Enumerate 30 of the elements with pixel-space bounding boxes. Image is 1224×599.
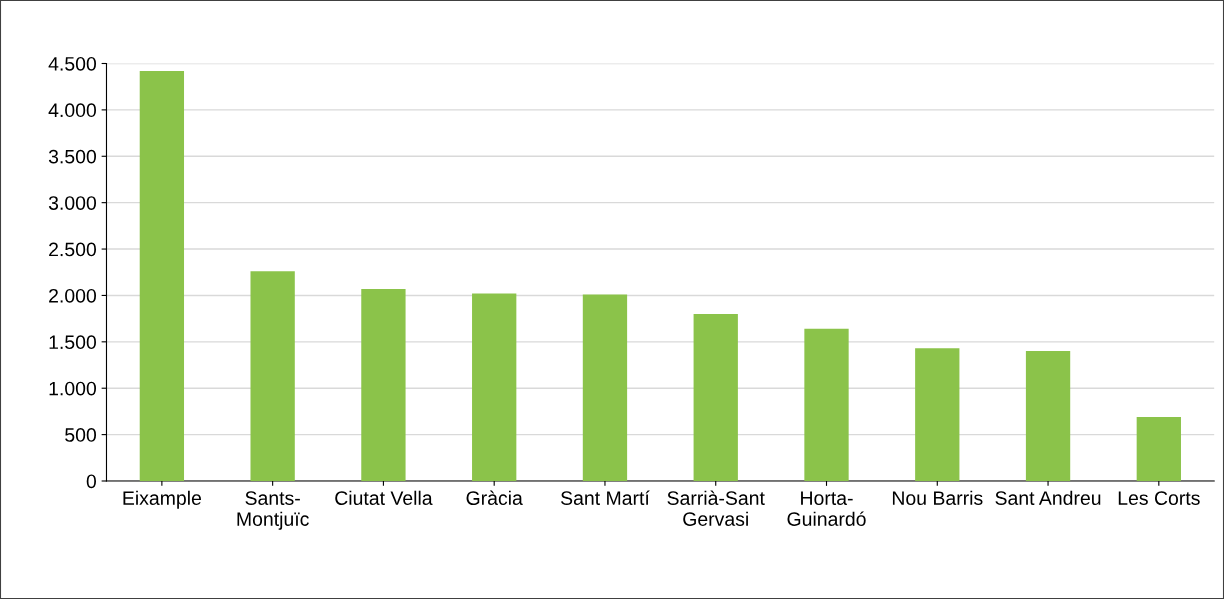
bar	[915, 348, 960, 481]
bar	[472, 293, 517, 481]
y-tick-label: 2.000	[49, 288, 97, 303]
y-tick-label: 0	[86, 474, 97, 489]
x-tick-label: Nou Barris	[892, 490, 983, 505]
x-tick-label: Ciutat Vella	[335, 490, 433, 505]
x-tick-label: Sants- Montjuïc	[237, 491, 309, 530]
y-tick-label: 4.000	[48, 103, 97, 118]
bar	[582, 294, 628, 481]
bar	[361, 288, 406, 481]
bar	[804, 328, 849, 481]
x-tick-label: Eixample	[123, 490, 201, 509]
bar	[139, 70, 185, 481]
y-tick-label: 3.500	[48, 149, 97, 164]
x-tick-label: Gràcia	[466, 490, 523, 505]
y-tick-label: 4.500	[48, 56, 97, 71]
y-tick-label: 3.000	[48, 196, 97, 210]
bar	[693, 314, 738, 481]
bar	[1136, 416, 1181, 481]
x-tick-label: Horta- Guinardó	[787, 491, 866, 526]
x-tick-label: Sant Andreu	[995, 490, 1101, 505]
y-tick-label: 2.500	[49, 242, 97, 257]
y-tick-label: 1.000	[49, 381, 97, 396]
x-tick-label: Les Corts	[1118, 491, 1200, 505]
bar	[250, 271, 295, 481]
y-tick-label: 1.500	[49, 335, 97, 350]
x-tick-label: Sarrià-Sant Gervasi	[667, 490, 765, 526]
bar	[1025, 351, 1071, 481]
y-tick-label: 500	[65, 428, 97, 442]
x-tick-label: Sant Martí	[561, 490, 650, 505]
